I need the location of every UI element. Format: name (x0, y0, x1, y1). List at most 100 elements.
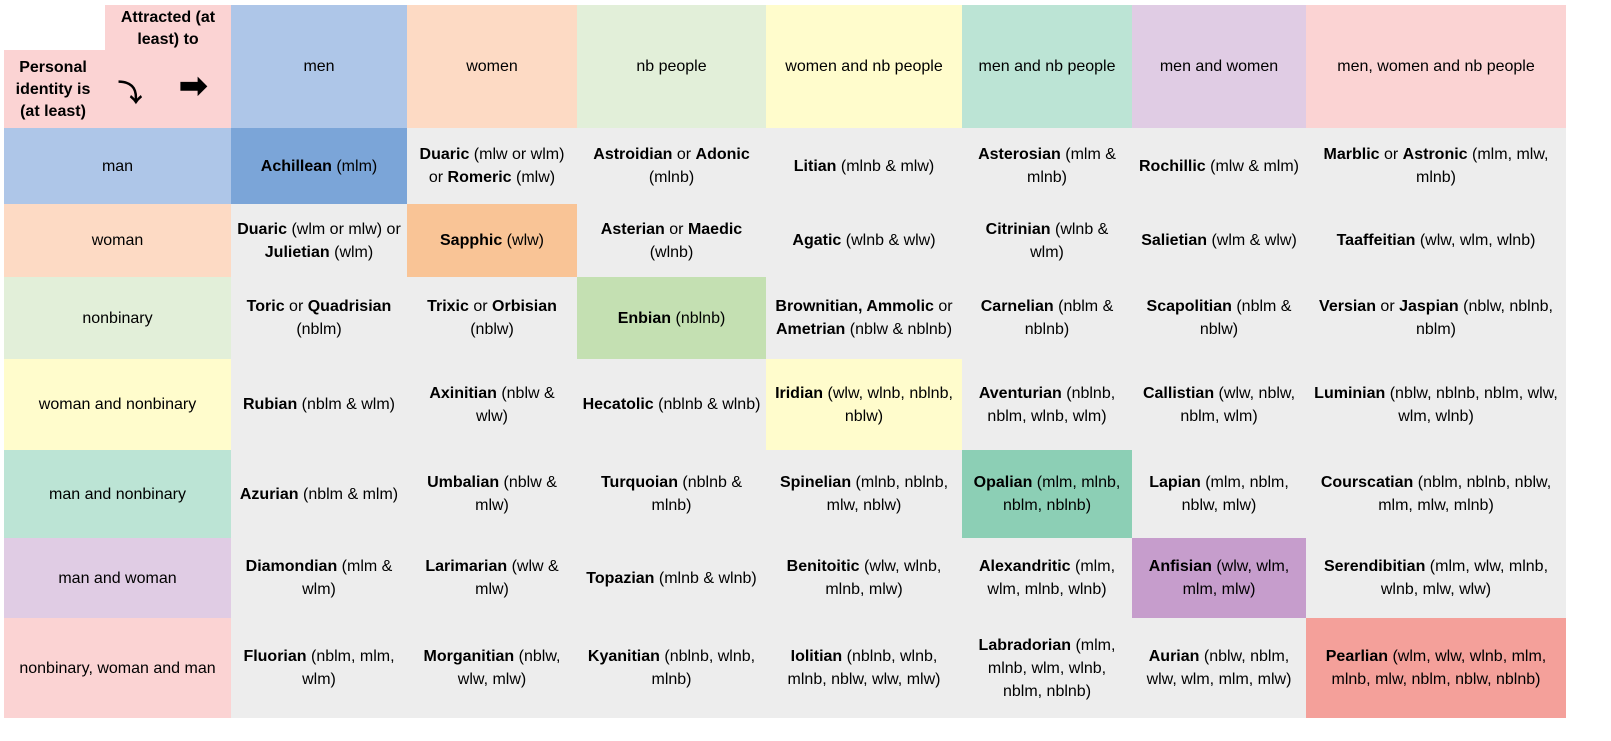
table-cell: Alexandritic (mlm, wlm, mlnb, wlnb) (962, 538, 1132, 618)
column-header: men and women (1132, 5, 1306, 128)
term-name: Hecatolic (582, 396, 654, 413)
column-header: nb people (577, 5, 766, 128)
term-detail: (mlm, nblm, nblw, mlw) (1181, 474, 1289, 514)
term-name: Lapian (1149, 474, 1201, 491)
term-detail: (nblm & mlm) (298, 485, 399, 503)
cell-text: Carnelian (nblm & nblnb) (967, 295, 1127, 341)
term-detail: or (1375, 298, 1400, 315)
term-name: Romeric (447, 169, 512, 186)
cell-text: Alexandritic (mlm, wlm, mlnb, wlnb) (967, 555, 1127, 601)
cell-text: Fluorian (nblm, mlm, wlm) (236, 645, 402, 691)
cell-text: Enbian (nblnb) (618, 307, 726, 330)
term-name: Courscatian (1320, 474, 1414, 491)
cell-text: Salietian (wlm & wlw) (1141, 229, 1297, 252)
term-name: Ametrian (775, 321, 846, 338)
corner-notch (4, 5, 105, 50)
cell-text: Aurian (nblw, nblm, wlw, wlm, mlm, mlw) (1137, 645, 1301, 691)
term-detail: (nblnb & mlnb) (651, 474, 743, 514)
term-detail: (wlm) (329, 243, 374, 261)
cell-text: Kyanitian (nblnb, wlnb, mlnb) (582, 645, 761, 691)
term-detail: or (468, 298, 493, 315)
corner-header: Attracted (at least) to Personal identit… (4, 5, 231, 128)
term-detail: (mlnb & wlnb) (654, 569, 757, 587)
term-name: Carnelian (980, 298, 1054, 315)
table-cell: Asterian or Maedic (wlnb) (577, 204, 766, 277)
row-header: woman (4, 204, 231, 277)
cell-text: Asterian or Maedic (wlnb) (582, 218, 761, 264)
cell-text: Anfisian (wlw, wlm, mlm, mlw) (1137, 555, 1301, 601)
term-detail: (mlw or wlm) or (428, 146, 565, 186)
row-header: nonbinary, woman and man (4, 618, 231, 718)
cell-text: Agatic (wlnb & wlw) (792, 229, 935, 252)
term-name: Turquoian (600, 474, 678, 491)
term-detail: (mlm & mlnb) (1026, 146, 1116, 186)
term-name: Agatic (792, 232, 842, 249)
cell-text: Duaric (mlw or wlm) or Romeric (mlw) (412, 143, 572, 189)
term-detail: or (933, 298, 953, 315)
term-name: Labradorian (978, 636, 1072, 654)
cell-text: Larimarian (wlw & mlw) (412, 555, 572, 601)
table-cell: Toric or Quadrisian (nblm) (231, 277, 407, 359)
term-name: Morganitian (423, 648, 515, 665)
table-cell: Anfisian (wlw, wlm, mlm, mlw) (1132, 538, 1306, 618)
term-name: Alexandritic (978, 558, 1071, 575)
term-detail: (nblnb, wlnb, mlnb, nblw, wlw, mlw) (787, 648, 941, 688)
table-cell: Aurian (nblw, nblm, wlw, wlm, mlm, mlw) (1132, 618, 1306, 718)
term-name: Asterian (600, 220, 665, 238)
cell-text: Labradorian (mlm, mlnb, wlm, wlnb, nblm,… (967, 634, 1127, 703)
cell-text: Hecatolic (nblnb & wlnb) (583, 393, 761, 416)
term-name: Anfisian (1148, 558, 1212, 575)
column-header: women and nb people (766, 5, 962, 128)
term-name: Topazian (586, 569, 655, 587)
table-cell: Iolitian (nblnb, wlnb, mlnb, nblw, wlw, … (766, 618, 962, 718)
cell-text: Brownitian, Ammolic or Ametrian (nblw & … (771, 295, 957, 341)
table-cell: Luminian (nblw, nblnb, nblm, wlw, wlm, w… (1306, 359, 1566, 450)
term-name: Spinelian (779, 474, 852, 491)
term-detail: (wlnb & wlm) (1030, 220, 1109, 261)
term-detail: (mlm, mlw, mlnb) (1415, 146, 1549, 186)
cell-text: Scapolitian (nblm & nblw) (1137, 295, 1301, 341)
table-cell: Brownitian, Ammolic or Ametrian (nblw & … (766, 277, 962, 359)
table-cell: Turquoian (nblnb & mlnb) (577, 450, 766, 538)
term-name: Sapphic (440, 232, 503, 249)
table-cell: Salietian (wlm & wlw) (1132, 204, 1306, 277)
table-cell: Labradorian (mlm, mlnb, wlm, wlnb, nblm,… (962, 618, 1132, 718)
row-header: woman and nonbinary (4, 359, 231, 450)
term-name: Benitoitic (786, 558, 860, 575)
term-name: Salietian (1141, 232, 1208, 249)
term-detail: (mlnb, nblnb, mlw, nblw) (826, 474, 949, 514)
term-name: Kyanitian (587, 648, 660, 665)
term-detail: (wlnb) (649, 243, 694, 261)
term-name: Litian (793, 157, 837, 175)
cell-text: Marblic or Astronic (mlm, mlw, mlnb) (1311, 143, 1561, 189)
cell-text: Callistian (wlw, nblw, nblm, wlm) (1137, 382, 1301, 428)
table-cell: Umbalian (nblw & mlw) (407, 450, 577, 538)
cell-text: Duaric (wlm or mlw) or Julietian (wlm) (236, 218, 402, 264)
cell-text: Topazian (mlnb & wlnb) (586, 567, 756, 590)
row-header: man (4, 128, 231, 204)
term-name: Orbisian (492, 298, 557, 315)
term-name: Asterosian (978, 146, 1061, 163)
term-detail: or (672, 146, 696, 163)
cell-text: Serendibitian (mlm, wlw, mlnb, wlnb, mlw… (1311, 555, 1561, 601)
term-name: Julietian (264, 243, 330, 261)
term-name: Versian (1319, 298, 1376, 315)
term-detail: (mlm & wlm) (302, 558, 393, 598)
table-cell: Iridian (wlw, wlnb, nblnb, nblw) (766, 359, 962, 450)
term-name: Axinitian (429, 384, 497, 402)
cell-text: Spinelian (mlnb, nblnb, mlw, nblw) (771, 471, 957, 517)
table-cell: Astroidian or Adonic (mlnb) (577, 128, 766, 204)
row-header: man and woman (4, 538, 231, 618)
table-cell: Serendibitian (mlm, wlw, mlnb, wlnb, mlw… (1306, 538, 1566, 618)
term-name: Aventurian (978, 384, 1062, 402)
row-header: man and nonbinary (4, 450, 231, 538)
cell-text: Rubian (nblm & wlm) (243, 393, 395, 416)
cell-text: Morganitian (nblw, wlw, mlw) (412, 645, 572, 691)
cell-text: Azurian (nblm & mlm) (240, 483, 398, 506)
term-detail: (nblw & nblnb) (845, 321, 953, 338)
term-name: Opalian (973, 474, 1033, 491)
table-cell: Kyanitian (nblnb, wlnb, mlnb) (577, 618, 766, 718)
column-header: men, women and nb people (1306, 5, 1566, 128)
term-name: Rochillic (1139, 157, 1206, 175)
term-detail: (wlw, nblw, nblm, wlm) (1180, 384, 1296, 425)
